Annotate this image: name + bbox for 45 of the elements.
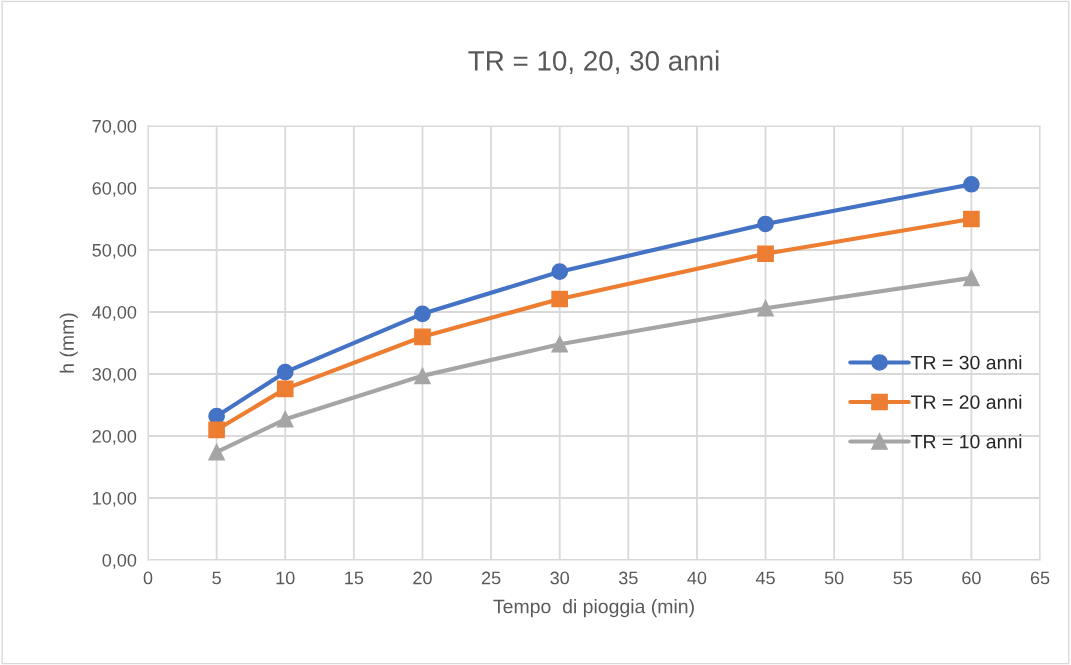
point <box>963 210 980 228</box>
point <box>208 443 225 461</box>
y-tick-label: 10,00 <box>93 491 137 507</box>
legend-label: TR = 20 anni <box>911 394 1022 409</box>
y-axis-title: h (mm) <box>59 313 78 373</box>
point <box>276 410 294 428</box>
x-tick-label: 60 <box>962 571 981 585</box>
y-tick-label: 20,00 <box>92 429 137 445</box>
x-tick-label: 30 <box>550 571 570 585</box>
point <box>551 335 569 353</box>
x-tick-label: 5 <box>212 571 221 585</box>
x-tick-label: 35 <box>618 571 638 585</box>
y-tick-label: 60,00 <box>92 181 137 197</box>
y-tick-label: 40,00 <box>92 305 137 321</box>
point <box>551 263 569 281</box>
point <box>276 380 294 398</box>
y-tick-label: 0,00 <box>102 553 137 569</box>
point <box>757 215 774 233</box>
x-tick-label: 0 <box>143 571 153 585</box>
x-tick-label: 65 <box>1030 571 1050 585</box>
point <box>963 269 980 287</box>
point <box>414 305 431 323</box>
x-tick-label: 50 <box>824 571 844 585</box>
x-tick-label: 20 <box>413 571 432 585</box>
y-tick-label: 30,00 <box>92 367 137 383</box>
x-tick-label: 25 <box>481 571 501 585</box>
point <box>276 363 294 381</box>
point <box>963 175 980 193</box>
x-tick-label: 40 <box>687 571 707 585</box>
point <box>414 328 431 346</box>
x-axis-title: Tempo di pioggia (min) <box>493 599 694 618</box>
point <box>757 245 774 263</box>
legend-label: TR = 30 anni <box>911 355 1022 370</box>
x-tick-label: 55 <box>893 571 913 585</box>
point <box>757 299 774 317</box>
x-tick-label: 10 <box>276 571 295 585</box>
chart-title: TR = 10, 20, 30 anni <box>468 50 719 74</box>
point <box>414 367 431 385</box>
y-tick-label: 50,00 <box>92 243 137 259</box>
point <box>551 290 569 308</box>
x-tick-label: 15 <box>345 571 364 585</box>
legend-label: TR = 10 anni <box>911 434 1022 449</box>
y-tick-label: 70,00 <box>92 119 137 135</box>
x-tick-label: 45 <box>755 571 775 585</box>
point <box>208 421 225 439</box>
